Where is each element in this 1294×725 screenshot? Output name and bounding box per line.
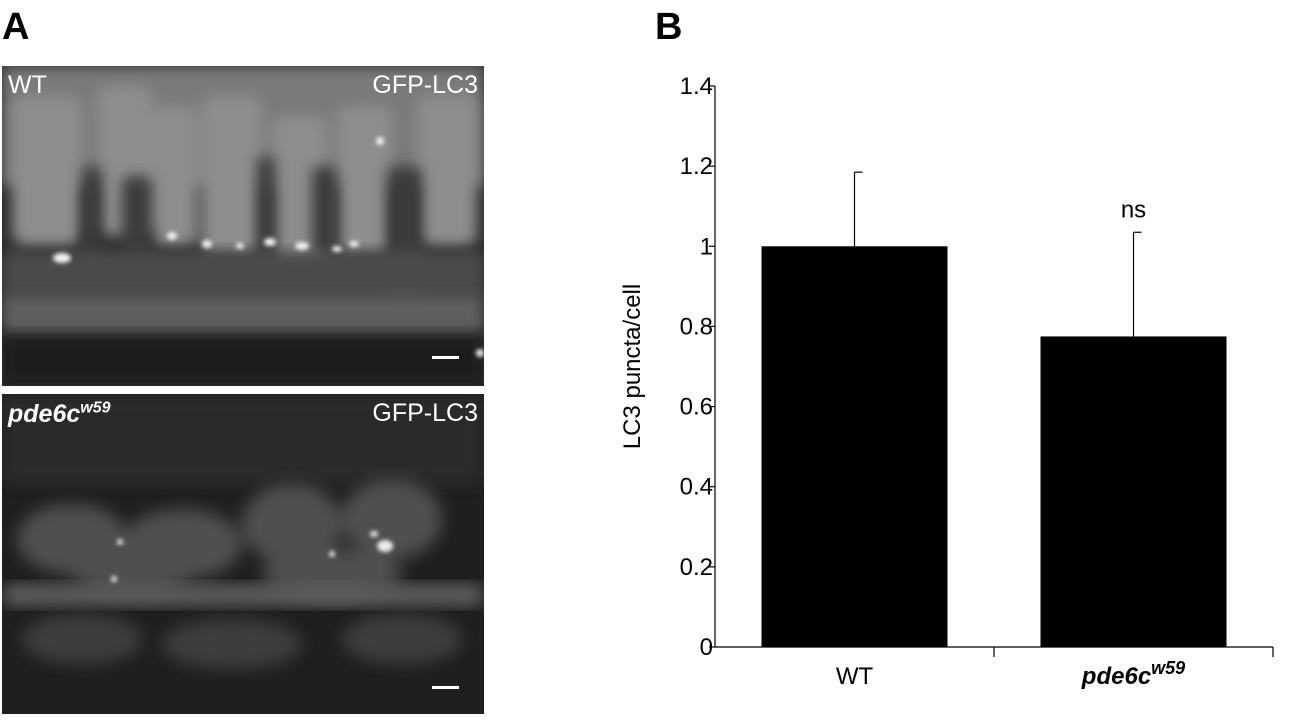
y-tick-label: 0.6 [680, 394, 713, 421]
y-tick-label: 1.2 [680, 153, 713, 180]
y-tick-label: 1.4 [680, 73, 713, 100]
bar-chart: LC3 puncta/cell 0 0.2 0.4 0.6 0.8 1 1.2 1.4 WT pd… [619, 73, 1274, 690]
wt-micrograph-image [2, 66, 484, 386]
mutant-label: pde6cw59 [8, 400, 111, 429]
bar [761, 246, 948, 648]
scale-bar-top [432, 356, 459, 359]
significance-label: ns [1121, 196, 1146, 223]
wt-label: WT [8, 71, 47, 99]
y-tick-label: 0.8 [680, 313, 713, 340]
panel-b-letter: B [655, 6, 683, 48]
scale-bar-bottom [432, 686, 459, 689]
panel-a-letter: A [2, 6, 30, 48]
chart-marks: 0 0.2 0.4 0.6 0.8 1 1.2 1.4 WT pde6cw59 ns [680, 73, 1274, 690]
wt-micrograph: WT GFP-LC3 [2, 66, 484, 386]
mutant-micrograph: pde6cw59 GFP-LC3 [2, 394, 484, 714]
y-tick-label: 1 [700, 233, 713, 260]
mutant-micrograph-image [2, 394, 484, 714]
y-axis-label: LC3 puncta/cell [619, 284, 646, 449]
gfp-lc3-label-bottom: GFP-LC3 [372, 399, 478, 427]
bar [1040, 336, 1227, 647]
x-tick-label: pde6cw59 [1081, 658, 1185, 690]
y-tick-label: 0 [700, 634, 713, 661]
x-tick-label: WT [836, 663, 874, 690]
gfp-lc3-label-top: GFP-LC3 [372, 71, 478, 99]
mutant-label-sup: w59 [80, 400, 111, 417]
y-tick-label: 0.2 [680, 554, 713, 581]
mutant-label-base: pde6c [8, 400, 81, 429]
y-tick-label: 0.4 [680, 474, 713, 501]
